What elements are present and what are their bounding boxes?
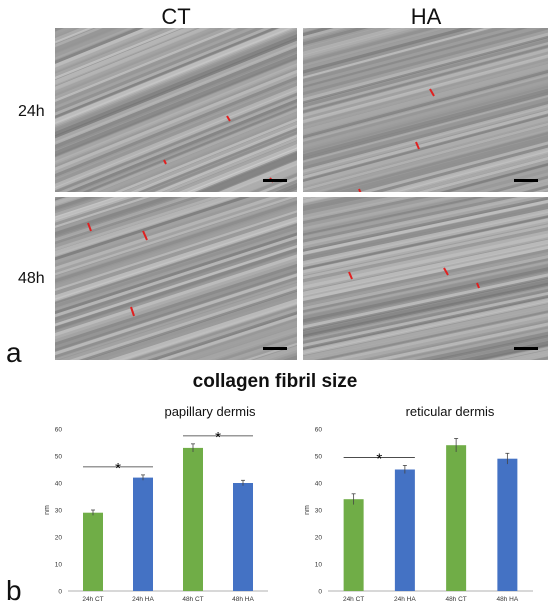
micrograph-ha-24h [303,28,548,192]
y-tick-label: 40 [55,481,63,488]
y-tick-label: 10 [315,562,323,569]
y-tick-label: 30 [315,508,323,515]
fibril-texture [55,28,297,192]
row-label-48h: 48h [18,270,45,288]
bar-24h-ct [344,499,364,591]
micrograph-ha-48h [303,197,548,360]
y-axis-label: nm [304,505,311,515]
x-tick-label: 24h CT [82,596,103,603]
significance-star: * [215,429,221,446]
chart-title-papillary: papillary dermis [130,404,290,419]
y-tick-label: 0 [58,589,62,596]
x-tick-label: 48h HA [497,596,519,603]
bar-48h-ha [233,483,253,591]
bar-48h-ha [497,459,517,591]
x-tick-label: 48h HA [232,596,254,603]
bar-24h-ct [83,513,103,591]
chart-reticular-dermis: 0 10 20 30 40 50 60 nm 24h CT 24h HA 48h CT 48h HA * [300,420,545,610]
x-tick-label: 24h CT [343,596,364,603]
bar-24h-ha [133,478,153,591]
x-tick-label: 24h HA [394,596,416,603]
scale-bar [514,347,538,350]
column-header-ct: CT [126,4,226,30]
y-tick-label: 60 [55,427,63,434]
row-label-24h: 24h [18,103,45,121]
panel-label-a: a [6,337,22,369]
y-tick-label: 0 [318,589,322,596]
chart-papillary-dermis: 0 10 20 30 40 50 60 nm 24h CT 24h HA 48h CT 48h HA *… [40,420,280,610]
micrograph-ct-48h [55,197,297,360]
panel-label-b: b [6,575,22,607]
bar-48h-ct [446,445,466,591]
figure-title: collagen fibril size [0,371,550,393]
y-tick-label: 30 [55,508,63,515]
y-tick-label: 50 [55,454,63,461]
bar-48h-ct [183,448,203,591]
chart-title-reticular: reticular dermis [370,404,530,419]
fibril-texture [303,197,548,360]
column-header-ha: HA [376,4,476,30]
y-tick-label: 60 [315,427,323,434]
x-tick-label: 24h HA [132,596,154,603]
y-tick-label: 40 [315,481,323,488]
scale-bar [263,179,287,182]
bar-24h-ha [395,470,415,592]
micrograph-ct-24h [55,28,297,192]
y-tick-label: 20 [55,535,63,542]
y-tick-label: 50 [315,454,323,461]
x-tick-label: 48h CT [182,596,203,603]
significance-star: * [115,460,121,477]
y-tick-label: 10 [55,562,63,569]
fibril-texture [55,197,297,360]
scale-bar [514,179,538,182]
significance-star: * [376,450,382,467]
scale-bar [263,347,287,350]
y-tick-label: 20 [315,535,323,542]
y-axis-label: nm [44,505,51,515]
x-tick-label: 48h CT [445,596,466,603]
